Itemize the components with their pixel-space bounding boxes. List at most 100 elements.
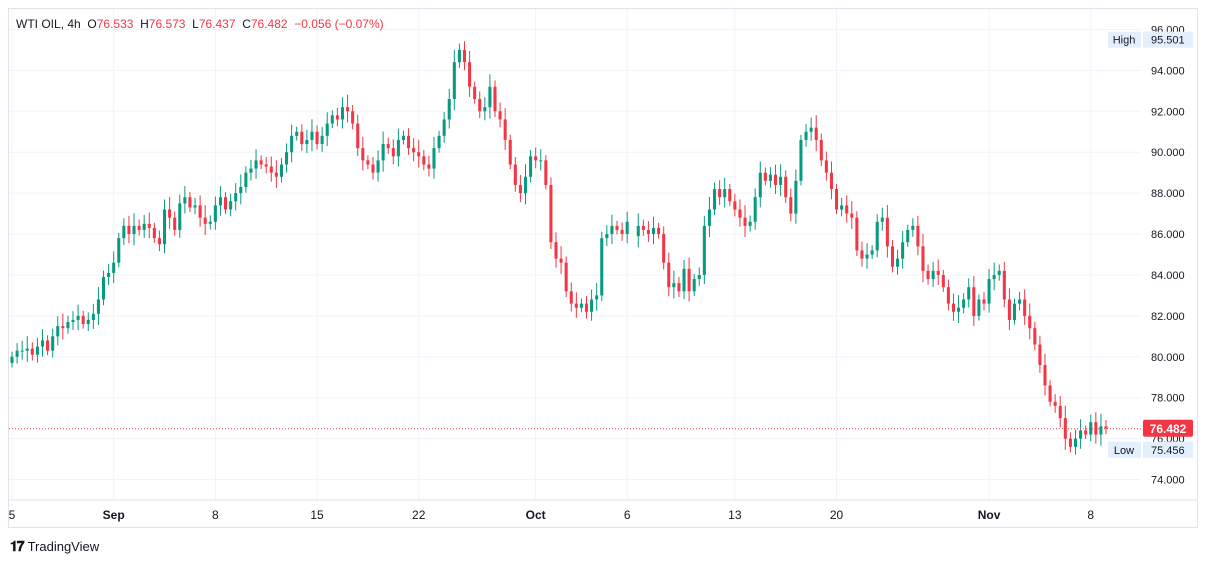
candle[interactable] xyxy=(71,311,75,330)
candle[interactable] xyxy=(447,88,451,129)
candle[interactable] xyxy=(855,211,859,257)
candle[interactable] xyxy=(335,107,339,127)
candle[interactable] xyxy=(987,269,991,313)
candle[interactable] xyxy=(534,147,538,169)
candle[interactable] xyxy=(916,215,920,256)
candle[interactable] xyxy=(259,155,263,170)
candle[interactable] xyxy=(590,289,594,321)
candle[interactable] xyxy=(523,164,528,205)
candle[interactable] xyxy=(396,128,400,167)
candle[interactable] xyxy=(687,257,691,302)
candle[interactable] xyxy=(636,213,640,248)
candle[interactable] xyxy=(906,224,910,247)
candle[interactable] xyxy=(40,329,45,357)
candle[interactable] xyxy=(198,195,202,227)
candle[interactable] xyxy=(951,293,956,321)
candle[interactable] xyxy=(229,193,233,217)
candle[interactable] xyxy=(860,241,864,267)
candle[interactable] xyxy=(672,270,676,299)
candle[interactable] xyxy=(875,214,879,258)
candle[interactable] xyxy=(208,215,212,230)
candle[interactable] xyxy=(712,182,717,216)
candle[interactable] xyxy=(15,343,19,364)
candle[interactable] xyxy=(559,246,563,274)
candle[interactable] xyxy=(967,278,971,308)
candle[interactable] xyxy=(285,143,289,173)
candle[interactable] xyxy=(1023,289,1027,325)
candle[interactable] xyxy=(646,221,650,242)
candle[interactable] xyxy=(407,128,411,155)
candle[interactable] xyxy=(941,269,945,292)
candle[interactable] xyxy=(269,156,273,182)
candle[interactable] xyxy=(25,336,29,362)
candle[interactable] xyxy=(1084,425,1088,440)
candle[interactable] xyxy=(508,134,512,170)
candle[interactable] xyxy=(697,267,701,286)
candle[interactable] xyxy=(10,351,14,368)
candle[interactable] xyxy=(244,166,248,193)
candle[interactable] xyxy=(707,197,711,238)
candle[interactable] xyxy=(1053,394,1057,413)
candle[interactable] xyxy=(35,337,39,363)
candle[interactable] xyxy=(809,117,813,141)
candle[interactable] xyxy=(107,264,111,285)
candle[interactable] xyxy=(1048,380,1052,407)
candle[interactable] xyxy=(936,259,940,286)
candle[interactable] xyxy=(305,129,309,154)
candle[interactable] xyxy=(539,149,543,171)
candle[interactable] xyxy=(1068,432,1072,453)
candle[interactable] xyxy=(779,164,783,197)
candle[interactable] xyxy=(137,219,141,236)
candle[interactable] xyxy=(1073,429,1078,455)
candle[interactable] xyxy=(850,201,854,229)
candle[interactable] xyxy=(921,233,925,283)
candle[interactable] xyxy=(554,232,558,268)
candle[interactable] xyxy=(865,243,869,269)
symbol-name[interactable]: WTI OIL xyxy=(16,17,61,31)
candle[interactable] xyxy=(1099,413,1103,446)
candle[interactable] xyxy=(86,312,90,331)
candle[interactable] xyxy=(814,115,818,152)
candle[interactable] xyxy=(529,149,533,183)
candle[interactable] xyxy=(320,127,324,152)
candle[interactable] xyxy=(376,150,380,182)
candle[interactable] xyxy=(356,114,360,157)
candle[interactable] xyxy=(315,125,319,150)
candle[interactable] xyxy=(692,273,696,296)
candle[interactable] xyxy=(1058,395,1062,428)
candle[interactable] xyxy=(346,94,350,123)
candle[interactable] xyxy=(600,231,604,302)
candle[interactable] xyxy=(738,199,742,227)
candle[interactable] xyxy=(503,108,507,151)
candle[interactable] xyxy=(799,134,803,186)
candle[interactable] xyxy=(728,183,732,206)
candle[interactable] xyxy=(977,294,981,321)
candle[interactable] xyxy=(417,139,421,168)
candle[interactable] xyxy=(1018,291,1022,311)
candle[interactable] xyxy=(768,167,772,188)
candle[interactable] xyxy=(569,282,573,312)
candle[interactable] xyxy=(579,298,583,313)
candle[interactable] xyxy=(351,104,355,130)
candle[interactable] xyxy=(682,260,686,300)
candle[interactable] xyxy=(178,194,182,238)
candle[interactable] xyxy=(432,136,436,179)
candle[interactable] xyxy=(1007,288,1011,331)
candle[interactable] xyxy=(1028,303,1032,340)
candle[interactable] xyxy=(748,215,752,232)
candle[interactable] xyxy=(610,214,614,245)
candle[interactable] xyxy=(20,340,24,360)
candle[interactable] xyxy=(473,81,477,104)
candle[interactable] xyxy=(763,167,767,186)
candle[interactable] xyxy=(30,342,34,361)
candle[interactable] xyxy=(117,233,121,268)
candle[interactable] xyxy=(677,276,681,298)
candle[interactable] xyxy=(1063,405,1067,450)
candle[interactable] xyxy=(274,160,278,188)
candle[interactable] xyxy=(595,282,599,311)
candle[interactable] xyxy=(885,205,889,258)
candle[interactable] xyxy=(880,207,884,231)
candle[interactable] xyxy=(249,159,253,181)
candle[interactable] xyxy=(386,137,390,154)
candle[interactable] xyxy=(493,80,497,117)
